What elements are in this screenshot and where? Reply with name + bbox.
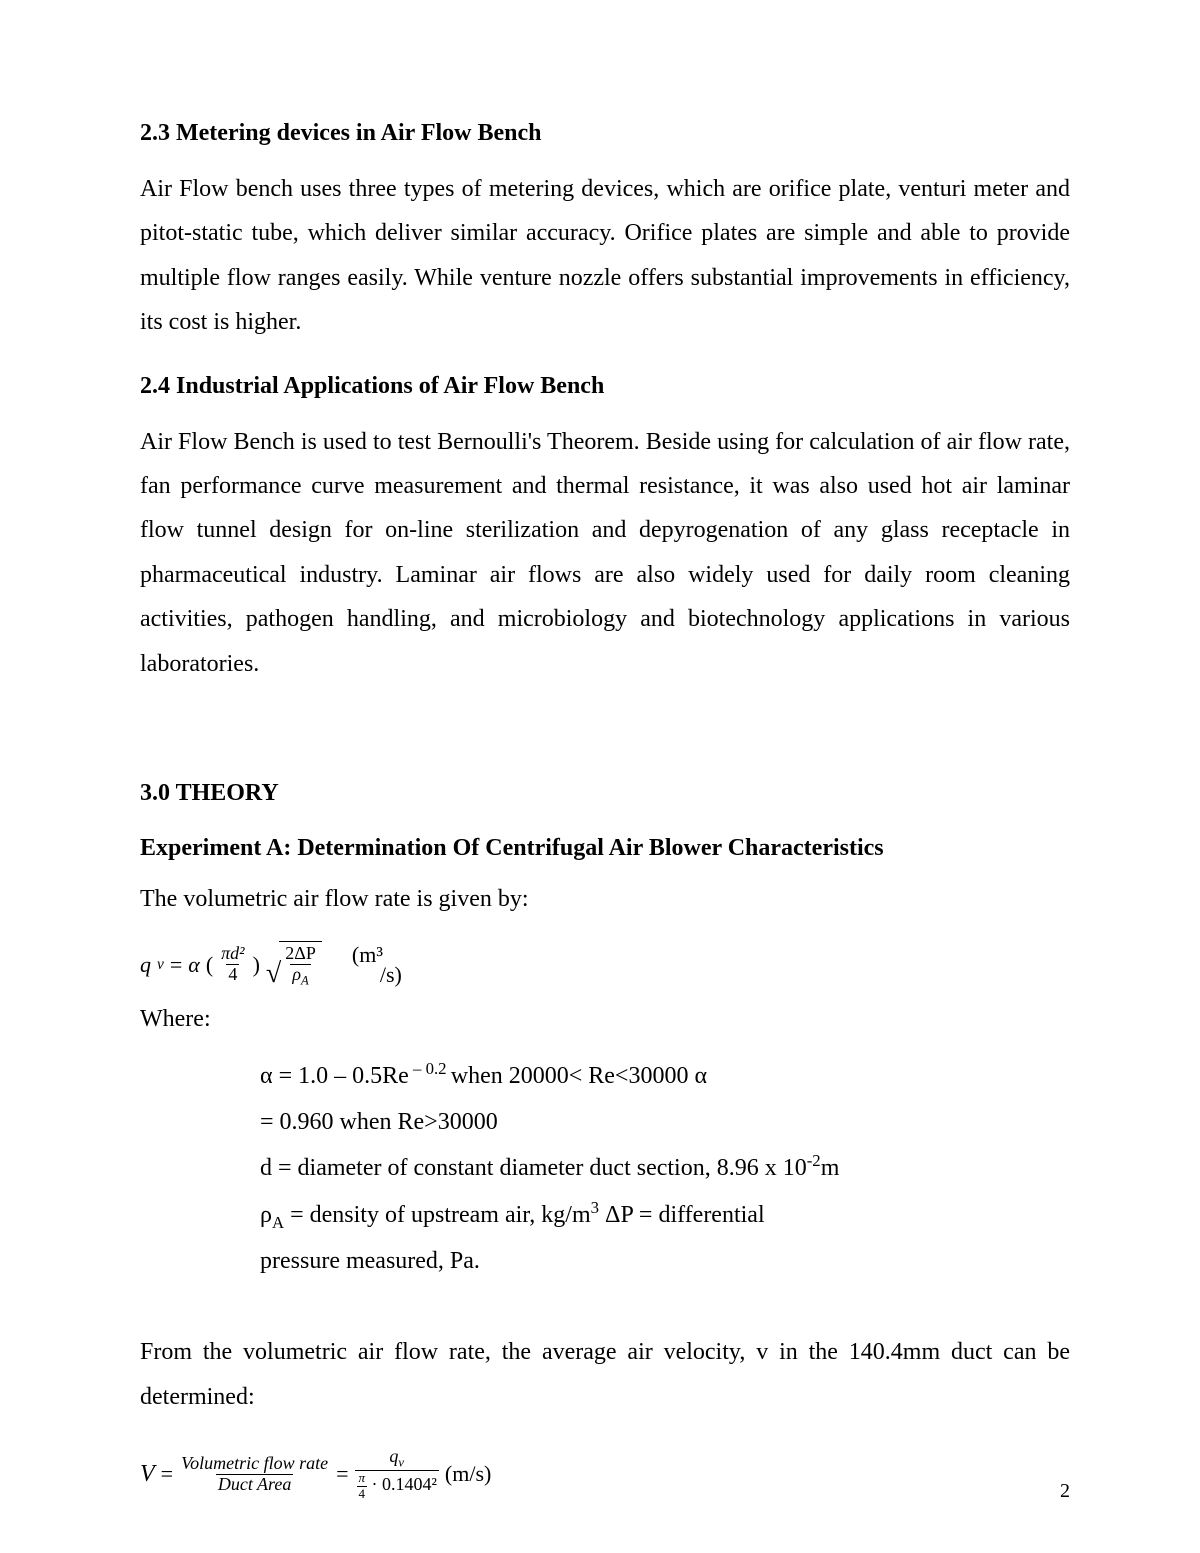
def1-a: α = 1.0 – 0.5Re bbox=[260, 1063, 409, 1089]
eq2-eq2: = bbox=[336, 1463, 348, 1485]
def4-a: ρ bbox=[260, 1202, 272, 1228]
heading-2-4: 2.4 Industrial Applications of Air Flow … bbox=[140, 373, 1070, 400]
eq1-lp: ( bbox=[206, 954, 213, 976]
eq2-frac1: Volumetric flow rate Duct Area bbox=[179, 1454, 330, 1495]
def4-c: ΔP = differential bbox=[599, 1202, 765, 1228]
def3-a: d = diameter of constant diameter duct s… bbox=[260, 1155, 807, 1181]
eq1-frac2: 2ΔP ρA bbox=[283, 944, 318, 988]
para-velocity: From the volumetric air flow rate, the a… bbox=[140, 1330, 1070, 1419]
heading-2-3: 2.3 Metering devices in Air Flow Bench bbox=[140, 120, 1070, 147]
def-alpha-2: = 0.960 when Re>30000 bbox=[260, 1100, 1020, 1146]
para-2-4: Air Flow Bench is used to test Bernoulli… bbox=[140, 420, 1070, 686]
eq2-frac2: qv π 4 · 0.1404² bbox=[355, 1447, 439, 1501]
eq1-frac1-num: πd² bbox=[219, 944, 246, 964]
eq2-pi: π bbox=[357, 1471, 368, 1485]
eq2-f2-num: qv bbox=[387, 1447, 406, 1470]
eq2-4: 4 bbox=[357, 1486, 368, 1501]
definitions: α = 1.0 – 0.5Re – 0.2 when 20000< Re<300… bbox=[260, 1053, 1020, 1284]
def3-b: m bbox=[821, 1155, 840, 1181]
eq1-frac1: πd² 4 bbox=[219, 944, 246, 985]
def4-b: = density of upstream air, kg/m bbox=[284, 1202, 591, 1228]
eq1-frac2-num: 2ΔP bbox=[283, 944, 318, 964]
eq2-rest: · 0.1404² bbox=[367, 1474, 437, 1494]
def-rho: ρA = density of upstream air, kg/m3 ΔP =… bbox=[260, 1192, 1020, 1239]
eq2-f2-den: π 4 · 0.1404² bbox=[355, 1470, 439, 1501]
equation-v: V = Volumetric flow rate Duct Area = qv … bbox=[140, 1447, 1070, 1501]
eq1-rho: ρ bbox=[292, 964, 301, 984]
def3-sup: -2 bbox=[807, 1151, 821, 1170]
page-number: 2 bbox=[1060, 1480, 1070, 1503]
heading-3-0: 3.0 THEORY bbox=[140, 780, 1070, 807]
eq1-unit-bot: /s) bbox=[352, 964, 402, 986]
eq1-frac1-den: 4 bbox=[226, 964, 239, 985]
def-alpha-1: α = 1.0 – 0.5Re – 0.2 when 20000< Re<300… bbox=[260, 1053, 1020, 1100]
eq2-f1-den: Duct Area bbox=[216, 1474, 294, 1495]
eq1-sqrt: √ 2ΔP ρA bbox=[266, 941, 322, 988]
equation-qv: qv = α ( πd² 4 ) √ 2ΔP ρA (m³ /s) bbox=[140, 941, 1070, 988]
def-dp: pressure measured, Pa. bbox=[260, 1239, 1020, 1285]
para-intro: The volumetric air flow rate is given by… bbox=[140, 886, 1070, 913]
para-2-3: Air Flow bench uses three types of meter… bbox=[140, 167, 1070, 345]
eq1-eq: = bbox=[170, 954, 182, 976]
eq2-f1-num: Volumetric flow rate bbox=[179, 1454, 330, 1474]
eq1-q: q bbox=[140, 954, 151, 976]
def4-sub: A bbox=[272, 1213, 284, 1232]
eq2-f2-v: v bbox=[398, 1456, 404, 1470]
page: 2.3 Metering devices in Air Flow Bench A… bbox=[0, 0, 1200, 1553]
eq1-v: v bbox=[157, 957, 164, 972]
eq1-alpha: α bbox=[188, 954, 200, 976]
def1-b: when 20000< Re<30000 α bbox=[451, 1063, 707, 1089]
eq1-rp: ) bbox=[253, 954, 260, 976]
eq2-unit: (m/s) bbox=[445, 1463, 491, 1485]
eq1-rho-a: A bbox=[301, 973, 309, 987]
heading-exp-a: Experiment A: Determination Of Centrifug… bbox=[140, 835, 1070, 862]
eq2-pi4: π 4 bbox=[357, 1471, 368, 1501]
def1-sup: – 0.2 bbox=[409, 1059, 451, 1078]
where-label: Where: bbox=[140, 1006, 1070, 1033]
eq1-unit: (m³ /s) bbox=[352, 944, 402, 986]
eq2-eq: = bbox=[161, 1463, 173, 1485]
def-d: d = diameter of constant diameter duct s… bbox=[260, 1145, 1020, 1192]
eq1-frac2-den: ρA bbox=[290, 964, 310, 988]
def4-sup: 3 bbox=[591, 1198, 599, 1217]
eq2-lhs: V bbox=[140, 1462, 155, 1486]
